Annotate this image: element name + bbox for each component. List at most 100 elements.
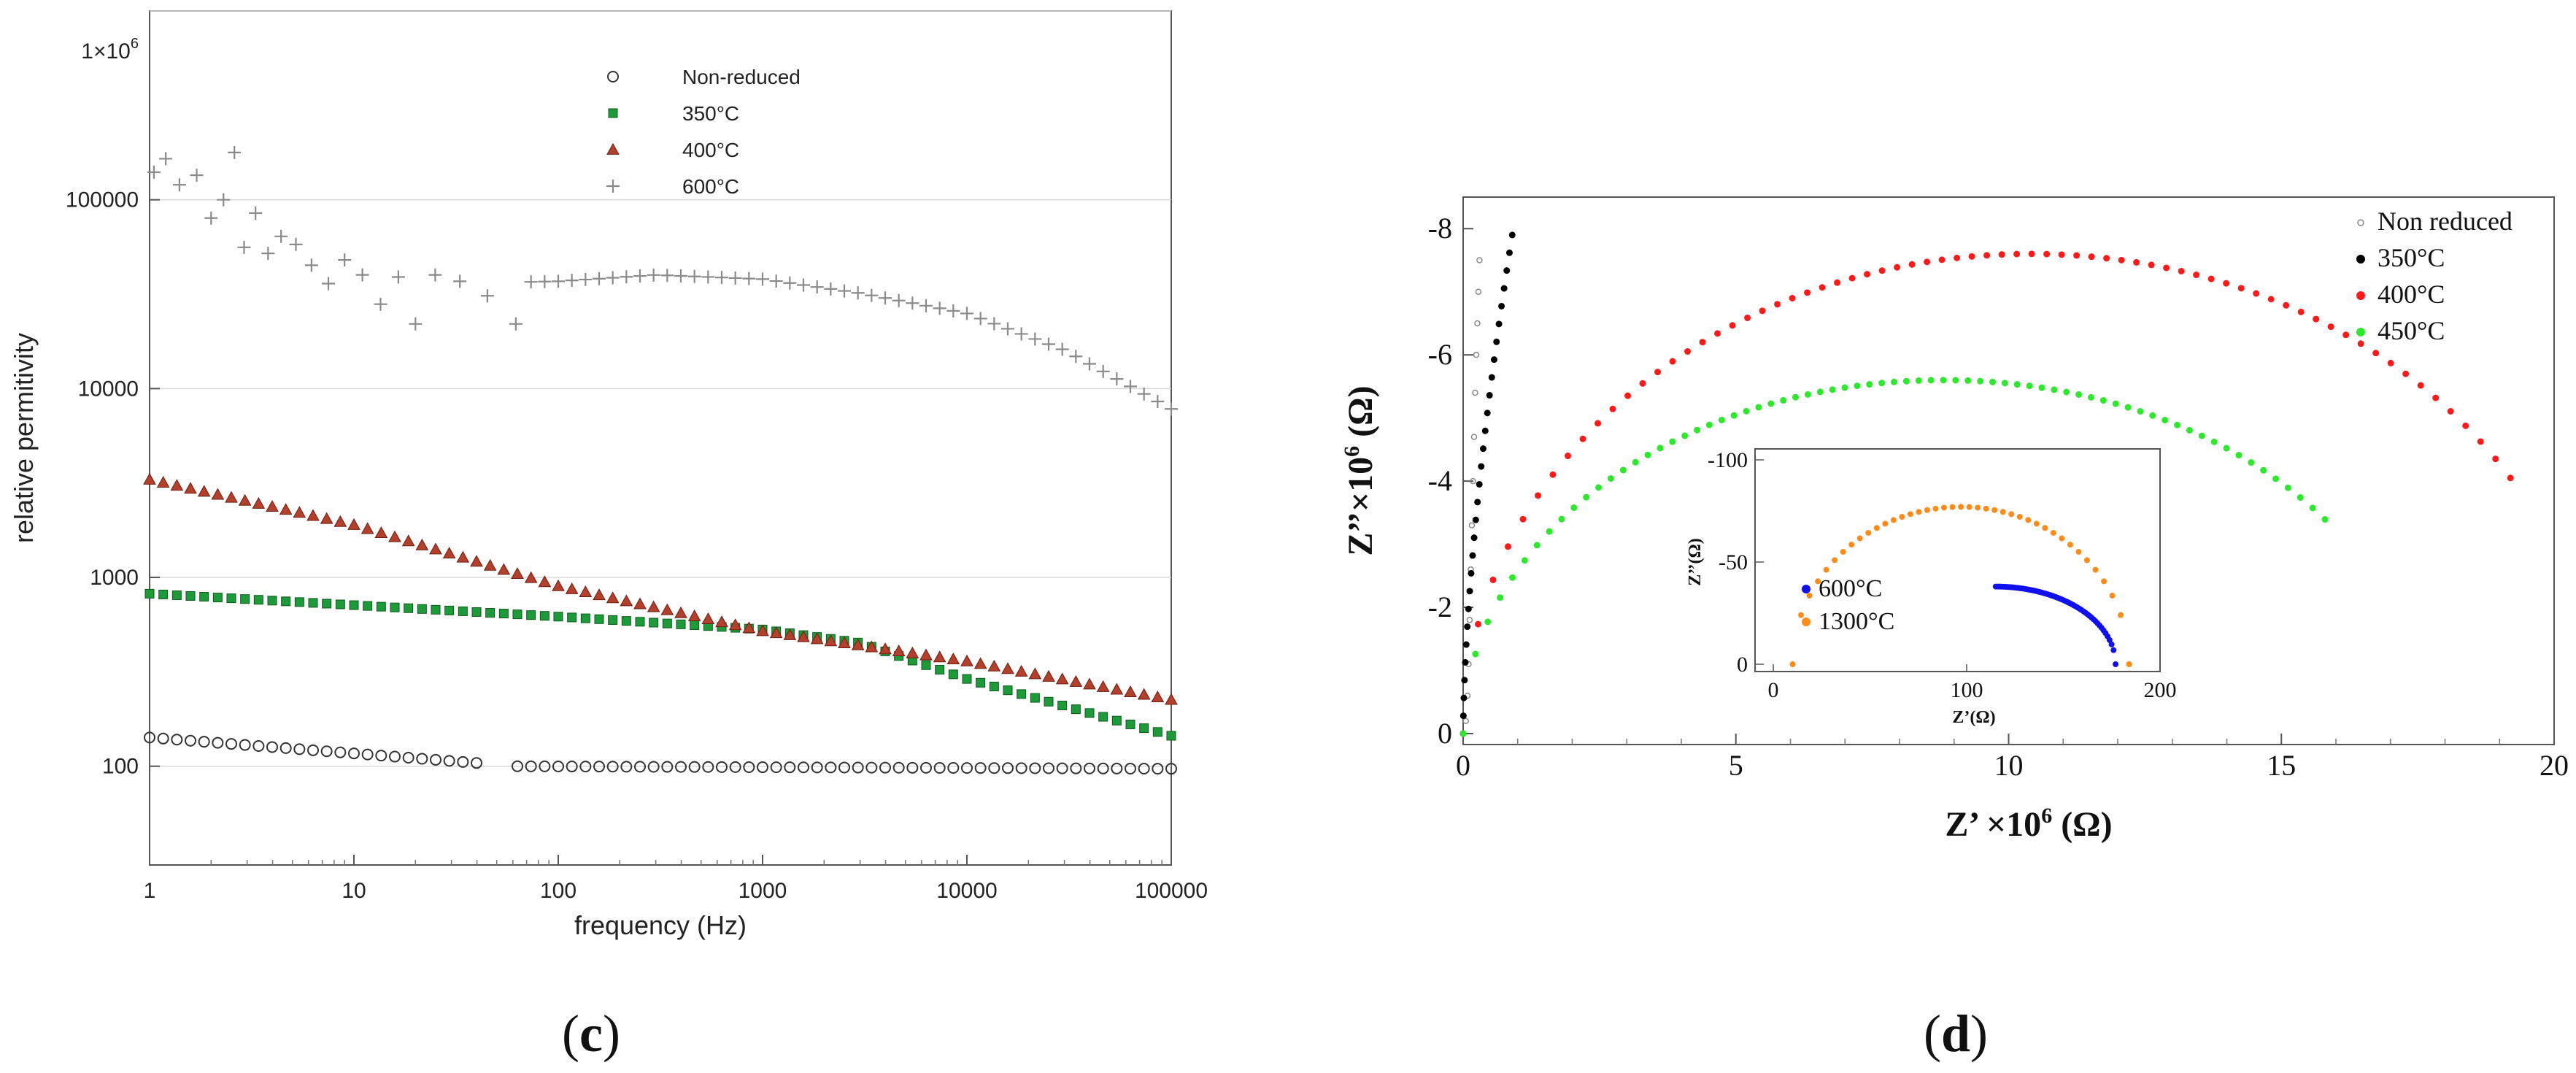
data-point-dot xyxy=(1639,380,1646,387)
data-point-dot xyxy=(2297,494,2304,501)
panel-c-plot-frame xyxy=(149,10,1172,866)
data-point-plus xyxy=(552,274,565,288)
data-point-plus xyxy=(1165,402,1178,416)
data-point-circle xyxy=(512,760,523,772)
data-point-dot xyxy=(1459,712,1467,720)
data-point-square xyxy=(485,608,495,618)
data-point-plus xyxy=(1055,342,1069,356)
data-point-plus xyxy=(1014,327,1028,341)
data-point-dot xyxy=(1940,504,1947,511)
data-point-dot xyxy=(1841,384,1848,391)
data-point-dot xyxy=(2118,256,2125,264)
data-point-plus xyxy=(647,268,660,282)
data-point-circle xyxy=(974,762,987,774)
data-point-triangle xyxy=(497,563,511,575)
data-point-dot xyxy=(2087,393,2094,401)
data-point-dot xyxy=(2106,637,2113,643)
data-point-plus xyxy=(289,237,303,251)
data-point-dot xyxy=(1470,534,1478,542)
data-point-dot xyxy=(2001,380,2008,387)
data-point-triangle xyxy=(374,526,388,539)
data-point-dot xyxy=(1856,535,1863,542)
data-point-triangle xyxy=(565,582,579,594)
data-point-circle xyxy=(552,760,564,772)
data-point-triangle xyxy=(865,640,879,653)
data-point-dot xyxy=(2193,272,2200,279)
data-point-dot xyxy=(1583,493,1590,501)
data-point-dot xyxy=(1848,274,1856,282)
data-point-dot xyxy=(1865,529,1872,536)
data-point-square xyxy=(526,610,536,620)
data-point-dot xyxy=(2073,252,2081,259)
data-point-dot xyxy=(2327,323,2334,331)
data-point-dot xyxy=(1565,453,1572,460)
data-point-dot xyxy=(2248,459,2255,466)
data-point-plus xyxy=(1001,322,1014,336)
panel-d-inset-ticks: 0 100 200 0 -50 -100 xyxy=(1708,448,2177,702)
data-point-plus xyxy=(217,193,231,207)
data-point-dot xyxy=(1464,623,1471,631)
data-point-dot xyxy=(1500,285,1508,292)
data-point-circle xyxy=(743,761,755,773)
data-point-square xyxy=(539,611,549,621)
data-point-dot xyxy=(1495,320,1503,328)
data-point-plus xyxy=(322,277,336,291)
panel-d-inset-legend: 600°C 1300°C xyxy=(1802,575,1894,635)
data-point-triangle xyxy=(701,612,715,624)
panel-d-inset-x-tick-label: 200 xyxy=(2144,678,2177,702)
data-point-dot xyxy=(2402,370,2410,377)
data-point-dot xyxy=(1462,641,1470,648)
data-point-dot xyxy=(2016,514,2023,520)
data-point-dot xyxy=(2372,350,2380,357)
data-point-plus xyxy=(249,206,263,220)
data-point-circle xyxy=(852,761,864,774)
data-point-plus xyxy=(960,307,973,320)
data-point-dot xyxy=(2387,359,2394,366)
data-point-triangle xyxy=(1055,672,1069,685)
data-point-triangle xyxy=(388,530,401,542)
data-point-triangle xyxy=(810,632,824,645)
data-point-dot xyxy=(1570,504,1578,512)
data-point-dot xyxy=(2432,394,2440,401)
data-point-plus xyxy=(1069,350,1083,364)
data-point-dot xyxy=(1533,542,1540,549)
data-point-dot xyxy=(2088,253,2095,261)
data-point-square xyxy=(662,618,672,628)
data-point-triangle xyxy=(225,491,238,503)
data-point-triangle xyxy=(238,493,252,506)
data-point-dot xyxy=(1840,549,1846,555)
data-point-plus xyxy=(538,274,552,288)
panel-d-x-tick-label: 10 xyxy=(1994,749,2024,782)
data-point-square xyxy=(212,593,223,603)
data-point-triangle xyxy=(252,496,266,509)
data-point-square xyxy=(621,616,631,626)
data-point-plus xyxy=(728,271,742,285)
data-point-square xyxy=(989,682,999,692)
data-point-circle xyxy=(1470,477,1476,485)
data-point-square xyxy=(322,599,332,609)
panel-c-series-3 xyxy=(147,145,1178,416)
data-point-dot xyxy=(1924,507,1930,513)
data-point-plus xyxy=(838,284,851,298)
data-point-square xyxy=(1071,704,1081,715)
data-point-dot xyxy=(2284,484,2291,491)
data-point-square xyxy=(267,596,277,606)
data-point-dot xyxy=(2237,285,2245,292)
data-point-plus xyxy=(453,274,467,288)
panel-d-series-2 xyxy=(1459,250,2514,737)
data-point-square xyxy=(676,619,686,629)
data-point-plus xyxy=(701,270,715,284)
panel-c-x-ticks: 1 10 100 1000 10000 100000 xyxy=(144,855,1208,903)
panel-d-inset-legend-label: 600°C xyxy=(1819,575,1882,602)
data-point-dot xyxy=(1699,339,1706,346)
data-point-triangle xyxy=(769,626,783,639)
data-point-plus xyxy=(172,178,186,192)
data-point-triangle xyxy=(320,512,333,524)
data-point-dot xyxy=(2067,542,2073,548)
data-point-plus xyxy=(565,274,579,288)
panel-d-x-axis-label: Z’ ×106 (Ω) xyxy=(1945,804,2112,844)
data-point-dot xyxy=(1864,271,1871,278)
data-point-plus xyxy=(1096,364,1110,378)
data-point-circle xyxy=(307,744,319,756)
